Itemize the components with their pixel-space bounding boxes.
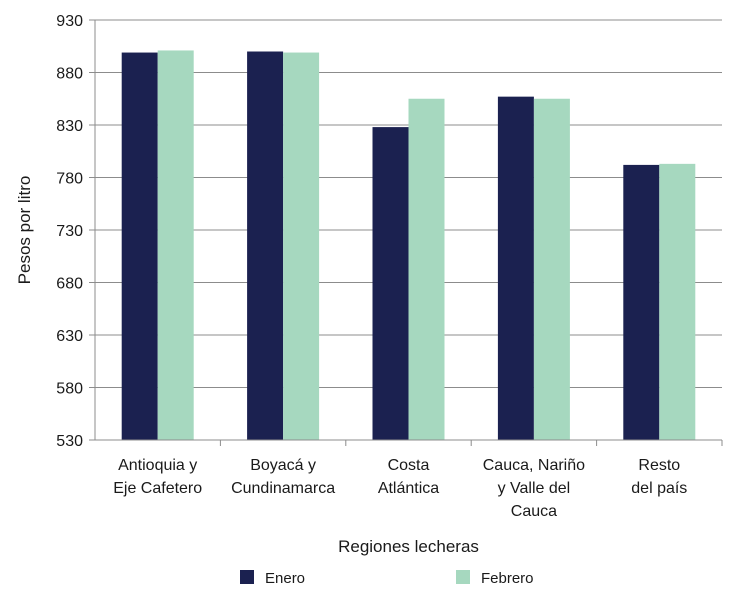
bar-enero-0	[121, 52, 158, 441]
y-tick-label: 530	[56, 433, 83, 450]
x-category-label: Antioquia y Eje Cafetero	[113, 457, 202, 497]
legend-label-enero: Enero	[265, 570, 305, 587]
bar-enero-1	[247, 51, 284, 440]
y-axis-title: Pesos por litro	[15, 176, 34, 285]
bars	[121, 50, 696, 441]
x-category-labels: Antioquia y Eje Cafetero Boyacá y Cundinama…	[113, 457, 687, 520]
y-tick-label: 880	[56, 66, 83, 83]
bar-febrero-1	[283, 52, 320, 441]
legend: Enero Febrero	[240, 570, 534, 587]
legend-swatch-enero	[240, 570, 254, 584]
bar-enero-2	[372, 127, 409, 440]
y-tick-label: 580	[56, 381, 83, 398]
axes	[89, 19, 723, 446]
y-tick-labels: 530 580 630 680 730 780 830 880 930	[56, 13, 83, 450]
bar-enero-3	[497, 96, 534, 441]
bar-febrero-3	[533, 98, 570, 440]
x-category-label: Resto del país	[631, 457, 687, 497]
bar-febrero-2	[408, 98, 445, 440]
y-tick-label: 930	[56, 13, 83, 30]
y-tick-label: 680	[56, 276, 83, 293]
y-tick-label: 630	[56, 328, 83, 345]
x-category-label: Costa Atlántica	[378, 457, 439, 497]
legend-label-febrero: Febrero	[481, 570, 534, 587]
x-category-label: Boyacá y Cundinamarca	[231, 457, 335, 497]
bar-febrero-4	[659, 163, 696, 440]
legend-swatch-febrero	[456, 570, 470, 584]
y-tick-label: 780	[56, 171, 83, 188]
y-tick-label: 730	[56, 223, 83, 240]
x-axis-title: Regiones lecheras	[338, 537, 479, 556]
bar-enero-4	[623, 164, 660, 440]
bar-febrero-0	[157, 50, 194, 440]
y-tick-label: 830	[56, 118, 83, 135]
x-category-label: Cauca, Nariño y Valle del Cauca	[483, 457, 585, 520]
